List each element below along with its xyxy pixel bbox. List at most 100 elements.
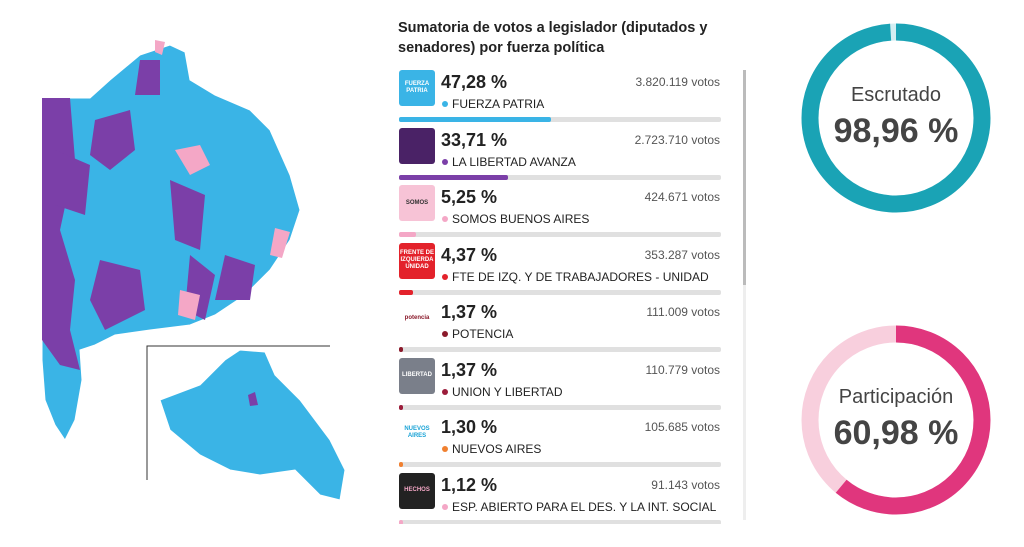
party-row: 33,71 % 2.723.710 votos LA LIBERTAD AVANZA [398,124,721,181]
scrollbar[interactable] [743,70,746,520]
bar-track [399,519,721,524]
results-list[interactable]: FUERZA PATRIA 47,28 % 3.820.119 votos FUERZ… [398,66,728,524]
percentage: 1,37 % [441,302,498,322]
panel-title: Sumatoria de votos a legislador (diputad… [398,20,708,56]
legend-dot [442,158,448,165]
inset-frame [146,345,330,480]
bar [399,174,508,180]
party-row: SOMOS 5,25 % 424.671 votos SOMOS BUENOS AIR… [398,181,721,238]
percentage: 47,28 % [441,72,508,92]
bar [399,519,403,524]
results-panel: Sumatoria de votos a legislador (diputad… [398,0,758,547]
logo-text: potencia [404,314,430,321]
gauge-arc [801,325,991,515]
votes: 105.685 votos [644,420,720,434]
logo-text: FRENTE DE IZQUIERDA UNIDAD [399,250,434,270]
percentage: 1,12 % [441,474,498,495]
bar [399,232,416,237]
bar-track [399,174,721,180]
percentage: 33,71 % [441,129,508,150]
map-region [270,228,290,258]
gauge-title: Escrutado [850,84,942,106]
party-row: FRENTE DE IZQUIERDA UNIDAD 4,37 % 353.287 … [398,239,721,296]
logo-text: LIBERTAD [402,372,432,378]
legend-dot [442,388,448,395]
map-region [215,255,255,300]
bar-track [399,232,721,237]
party-logo [399,127,435,164]
bar-track [399,117,721,122]
party-name: LA LIBERTAD AVANZA [452,154,576,169]
party-row: potencia 1,37 % 111.009 votos POTENCIA [398,296,721,353]
percentage: 4,37 % [441,244,498,265]
votes: 110.779 votos [645,362,720,377]
bar-track [399,462,721,467]
logo-text: NUEVOS AIRES [404,426,430,439]
party-row: HECHOS 1,12 % 91.143 votos ESP. ABIERTO PAR… [398,469,721,524]
inset-map [159,349,346,501]
party-row: NUEVOS AIRES 1,30 % 105.685 votos NUEVOS AI… [398,411,721,468]
votes: 353.287 votos [644,247,720,262]
logo-text: HECHOS [404,487,430,493]
party-name: NUEVOS AIRES [452,442,542,456]
map-region [90,260,145,330]
party-row: FUERZA PATRIA 47,28 % 3.820.119 votos FUERZ… [398,66,721,123]
bar [399,289,414,295]
party-name: FUERZA PATRIA [452,97,545,111]
party-logo: SOMOS [399,185,435,221]
party-logo: HECHOS [399,472,435,509]
map-region [175,145,210,175]
map-region [248,392,258,406]
gauge-value: 98,96 % [833,112,959,150]
percentage: 1,37 % [441,359,498,380]
logo-text: FUERZA PATRIA [404,81,430,94]
bar [399,462,404,467]
scroll-thumb[interactable] [743,70,746,285]
legend-dot [442,216,448,222]
party-logo: FRENTE DE IZQUIERDA UNIDAD [399,242,435,279]
party-name: ESP. ABIERTO PARA EL DES. Y LA INT. SOCI… [452,499,717,514]
gauge-title: Participación [838,386,954,408]
legend-dot [442,503,448,510]
votes: 2.723.710 votos [634,132,720,147]
map-region [170,180,205,250]
map [41,40,346,501]
bar [399,117,552,122]
percentage: 5,25 % [441,187,498,207]
votes: 111.009 votos [646,305,720,319]
legend-dot [442,273,448,280]
legend-dot [442,331,448,337]
map-region [90,110,135,170]
bar [399,347,404,352]
map-region [178,290,200,320]
bar-track [399,347,721,352]
percentage: 1,30 % [441,417,498,437]
party-logo: LIBERTAD [399,357,435,394]
party-name: UNION Y LIBERTAD [452,384,563,399]
bar-track [399,404,721,410]
bar-track [399,289,721,295]
party-name: SOMOS BUENOS AIRES [452,212,590,226]
votes: 91.143 votos [651,477,720,492]
party-name: FTE DE IZQ. Y DE TRABAJADORES - UNIDAD [452,269,709,284]
legend-dot [442,446,448,452]
party-row: LIBERTAD 1,37 % 110.779 votos UNION Y LIBER… [398,354,721,411]
map-region [55,150,90,215]
votes: 3.820.119 votos [635,75,720,89]
map-region [155,40,165,55]
gauge-ring [801,325,991,515]
gauge-ring [801,23,991,213]
logo-text: SOMOS [405,199,429,206]
votes: 424.671 votos [644,190,720,204]
party-logo: FUERZA PATRIA [399,70,435,106]
map-region [135,60,160,95]
party-logo: potencia [399,300,435,336]
party-logo: NUEVOS AIRES [399,415,435,451]
party-name: POTENCIA [452,327,514,341]
gauge: Escrutado 98,96 % [800,22,992,214]
gauge: Participación 60,98 % [800,324,992,516]
bar [399,404,404,410]
legend-dot [442,101,448,107]
gauge-value: 60,98 % [833,414,959,452]
